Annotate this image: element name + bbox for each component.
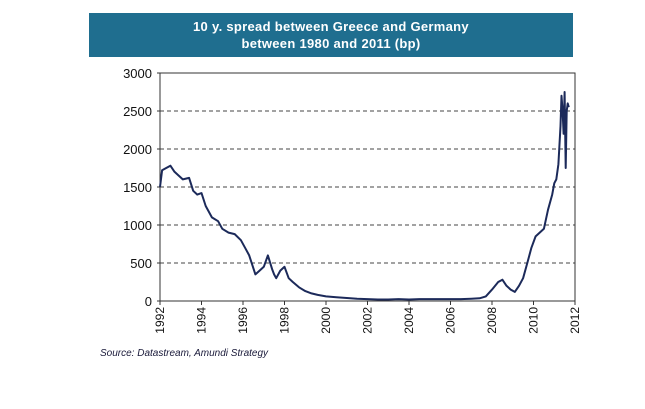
y-tick-label: 3000 bbox=[123, 66, 152, 81]
x-tick-label: 1998 bbox=[278, 307, 292, 334]
x-tick-label: 2006 bbox=[444, 307, 458, 334]
chart-title-banner: 10 y. spread between Greece and Germany … bbox=[89, 13, 573, 57]
y-tick-label: 2500 bbox=[123, 104, 152, 119]
y-tick-label: 2000 bbox=[123, 142, 152, 157]
x-tick-label: 1996 bbox=[236, 307, 250, 334]
x-tick-label: 2012 bbox=[568, 307, 582, 334]
chart-title-line-2: between 1980 and 2011 (bp) bbox=[241, 36, 421, 51]
source-note: Source: Datastream, Amundi Strategy bbox=[100, 348, 269, 359]
x-tick-label: 2010 bbox=[527, 307, 541, 334]
x-tick-label: 2000 bbox=[319, 307, 333, 334]
chart-title-line-1: 10 y. spread between Greece and Germany bbox=[193, 19, 469, 34]
y-tick-label: 500 bbox=[130, 256, 152, 271]
y-tick-label: 1500 bbox=[123, 180, 152, 195]
y-tick-label: 1000 bbox=[123, 218, 152, 233]
y-tick-label: 0 bbox=[145, 294, 152, 309]
series-line-0 bbox=[159, 91, 570, 301]
x-tick-label: 2008 bbox=[485, 307, 499, 334]
x-tick-label: 2002 bbox=[361, 307, 375, 334]
x-tick-label: 1992 bbox=[153, 307, 167, 334]
x-tick-label: 1994 bbox=[195, 307, 209, 334]
x-tick-label: 2004 bbox=[402, 307, 416, 334]
